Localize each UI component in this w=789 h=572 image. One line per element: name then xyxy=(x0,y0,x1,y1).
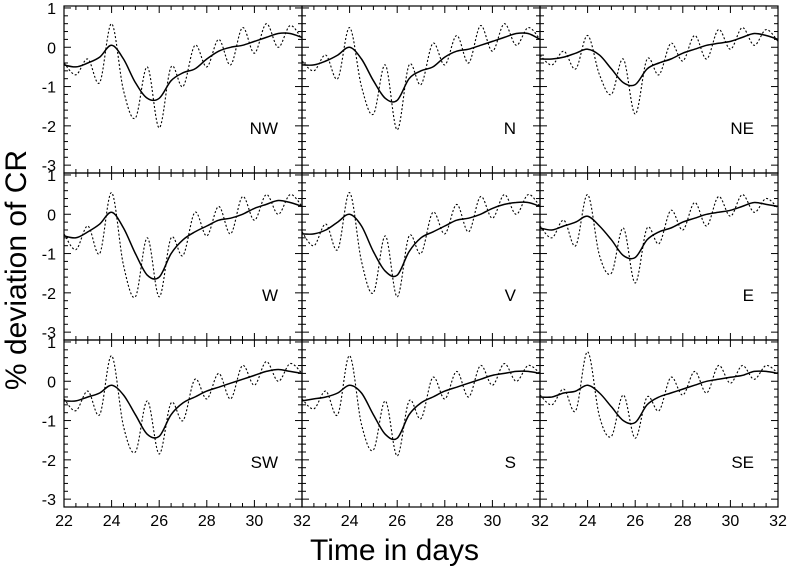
x-tick-label: 28 xyxy=(674,513,692,530)
series-raw-line xyxy=(301,23,541,131)
x-tick-label: 24 xyxy=(341,513,359,530)
panel-se: 24 26 28 30 32 SE xyxy=(539,339,787,530)
x-axis-label: Time in days xyxy=(310,534,479,567)
panel-label: V xyxy=(505,286,517,305)
y-tick-label: -2 xyxy=(42,286,56,303)
panel-frame xyxy=(63,5,303,174)
panel-frame xyxy=(301,339,541,508)
series-smooth-line xyxy=(539,201,779,260)
x-tick-label: 26 xyxy=(150,513,168,530)
series-smooth-line xyxy=(301,32,541,103)
panel-frame xyxy=(63,339,303,508)
series-smooth-line xyxy=(539,32,779,87)
panel-label: W xyxy=(262,286,278,305)
panel-frame xyxy=(539,172,779,341)
y-tick-label: -1 xyxy=(42,247,56,264)
panel-label: NW xyxy=(250,119,278,138)
series-smooth-line xyxy=(63,368,303,439)
panel-label: SW xyxy=(251,453,278,472)
panel-label: NE xyxy=(730,119,754,138)
y-tick-label: 1 xyxy=(47,168,56,185)
panel-label: N xyxy=(504,119,516,138)
panel-label: S xyxy=(505,453,516,472)
y-tick-label: -1 xyxy=(42,80,56,97)
panel-frame xyxy=(301,5,541,174)
x-tick-label: 32 xyxy=(531,513,549,530)
panel-n: N xyxy=(301,5,541,174)
panel-frame xyxy=(539,5,779,174)
panel-frame xyxy=(63,172,303,341)
y-tick-label: 1 xyxy=(47,335,56,352)
y-tick-label: 0 xyxy=(47,374,56,391)
series-raw-line xyxy=(539,351,779,439)
y-tick-label: -3 xyxy=(42,325,56,342)
series-raw-line xyxy=(539,194,779,284)
y-tick-label: -1 xyxy=(42,414,56,431)
y-tick-label: -3 xyxy=(42,158,56,175)
x-tick-label: 32 xyxy=(769,513,787,530)
series-smooth-line xyxy=(301,370,541,441)
x-tick-label: 28 xyxy=(436,513,454,530)
x-tick-label: 22 xyxy=(55,513,73,530)
panel-s: 24 26 28 30 32 S xyxy=(301,339,549,530)
panel-nw: -3 -2 -1 0 1 NW xyxy=(42,1,303,175)
series-smooth-line xyxy=(63,199,303,280)
panel-frame xyxy=(301,172,541,341)
series-raw-line xyxy=(539,27,779,115)
y-tick-label: -2 xyxy=(42,453,56,470)
x-tick-label: 24 xyxy=(103,513,121,530)
series-raw-line xyxy=(63,192,303,299)
series-raw-line xyxy=(63,355,303,455)
y-tick-label: 0 xyxy=(47,207,56,224)
series-smooth-line xyxy=(539,370,779,425)
panel-label: SE xyxy=(731,453,754,472)
x-tick-label: 28 xyxy=(198,513,216,530)
x-tick-label: 30 xyxy=(722,513,740,530)
y-tick-label: 0 xyxy=(47,40,56,57)
panel-label: E xyxy=(743,286,754,305)
panel-sw: -3 -2 -1 0 1 22 24 26 28 30 32 SW xyxy=(42,335,311,530)
series-raw-line xyxy=(301,192,541,298)
y-tick-label: -2 xyxy=(42,119,56,136)
series-raw-line xyxy=(63,23,303,129)
panel-v: V xyxy=(301,172,541,341)
x-tick-label: 30 xyxy=(246,513,264,530)
x-tick-label: 26 xyxy=(388,513,406,530)
panel-ne: NE xyxy=(539,5,779,174)
x-tick-label: 30 xyxy=(484,513,502,530)
panel-w: -3 -2 -1 0 1 W xyxy=(42,168,303,342)
series-smooth-line xyxy=(63,32,303,102)
x-tick-label: 32 xyxy=(293,513,311,530)
series-raw-line xyxy=(301,355,541,457)
series-smooth-line xyxy=(301,201,541,278)
y-tick-label: -3 xyxy=(42,492,56,509)
x-tick-label: 26 xyxy=(626,513,644,530)
panel-e: E xyxy=(539,172,779,341)
y-tick-label: 1 xyxy=(47,1,56,18)
x-tick-label: 24 xyxy=(579,513,597,530)
